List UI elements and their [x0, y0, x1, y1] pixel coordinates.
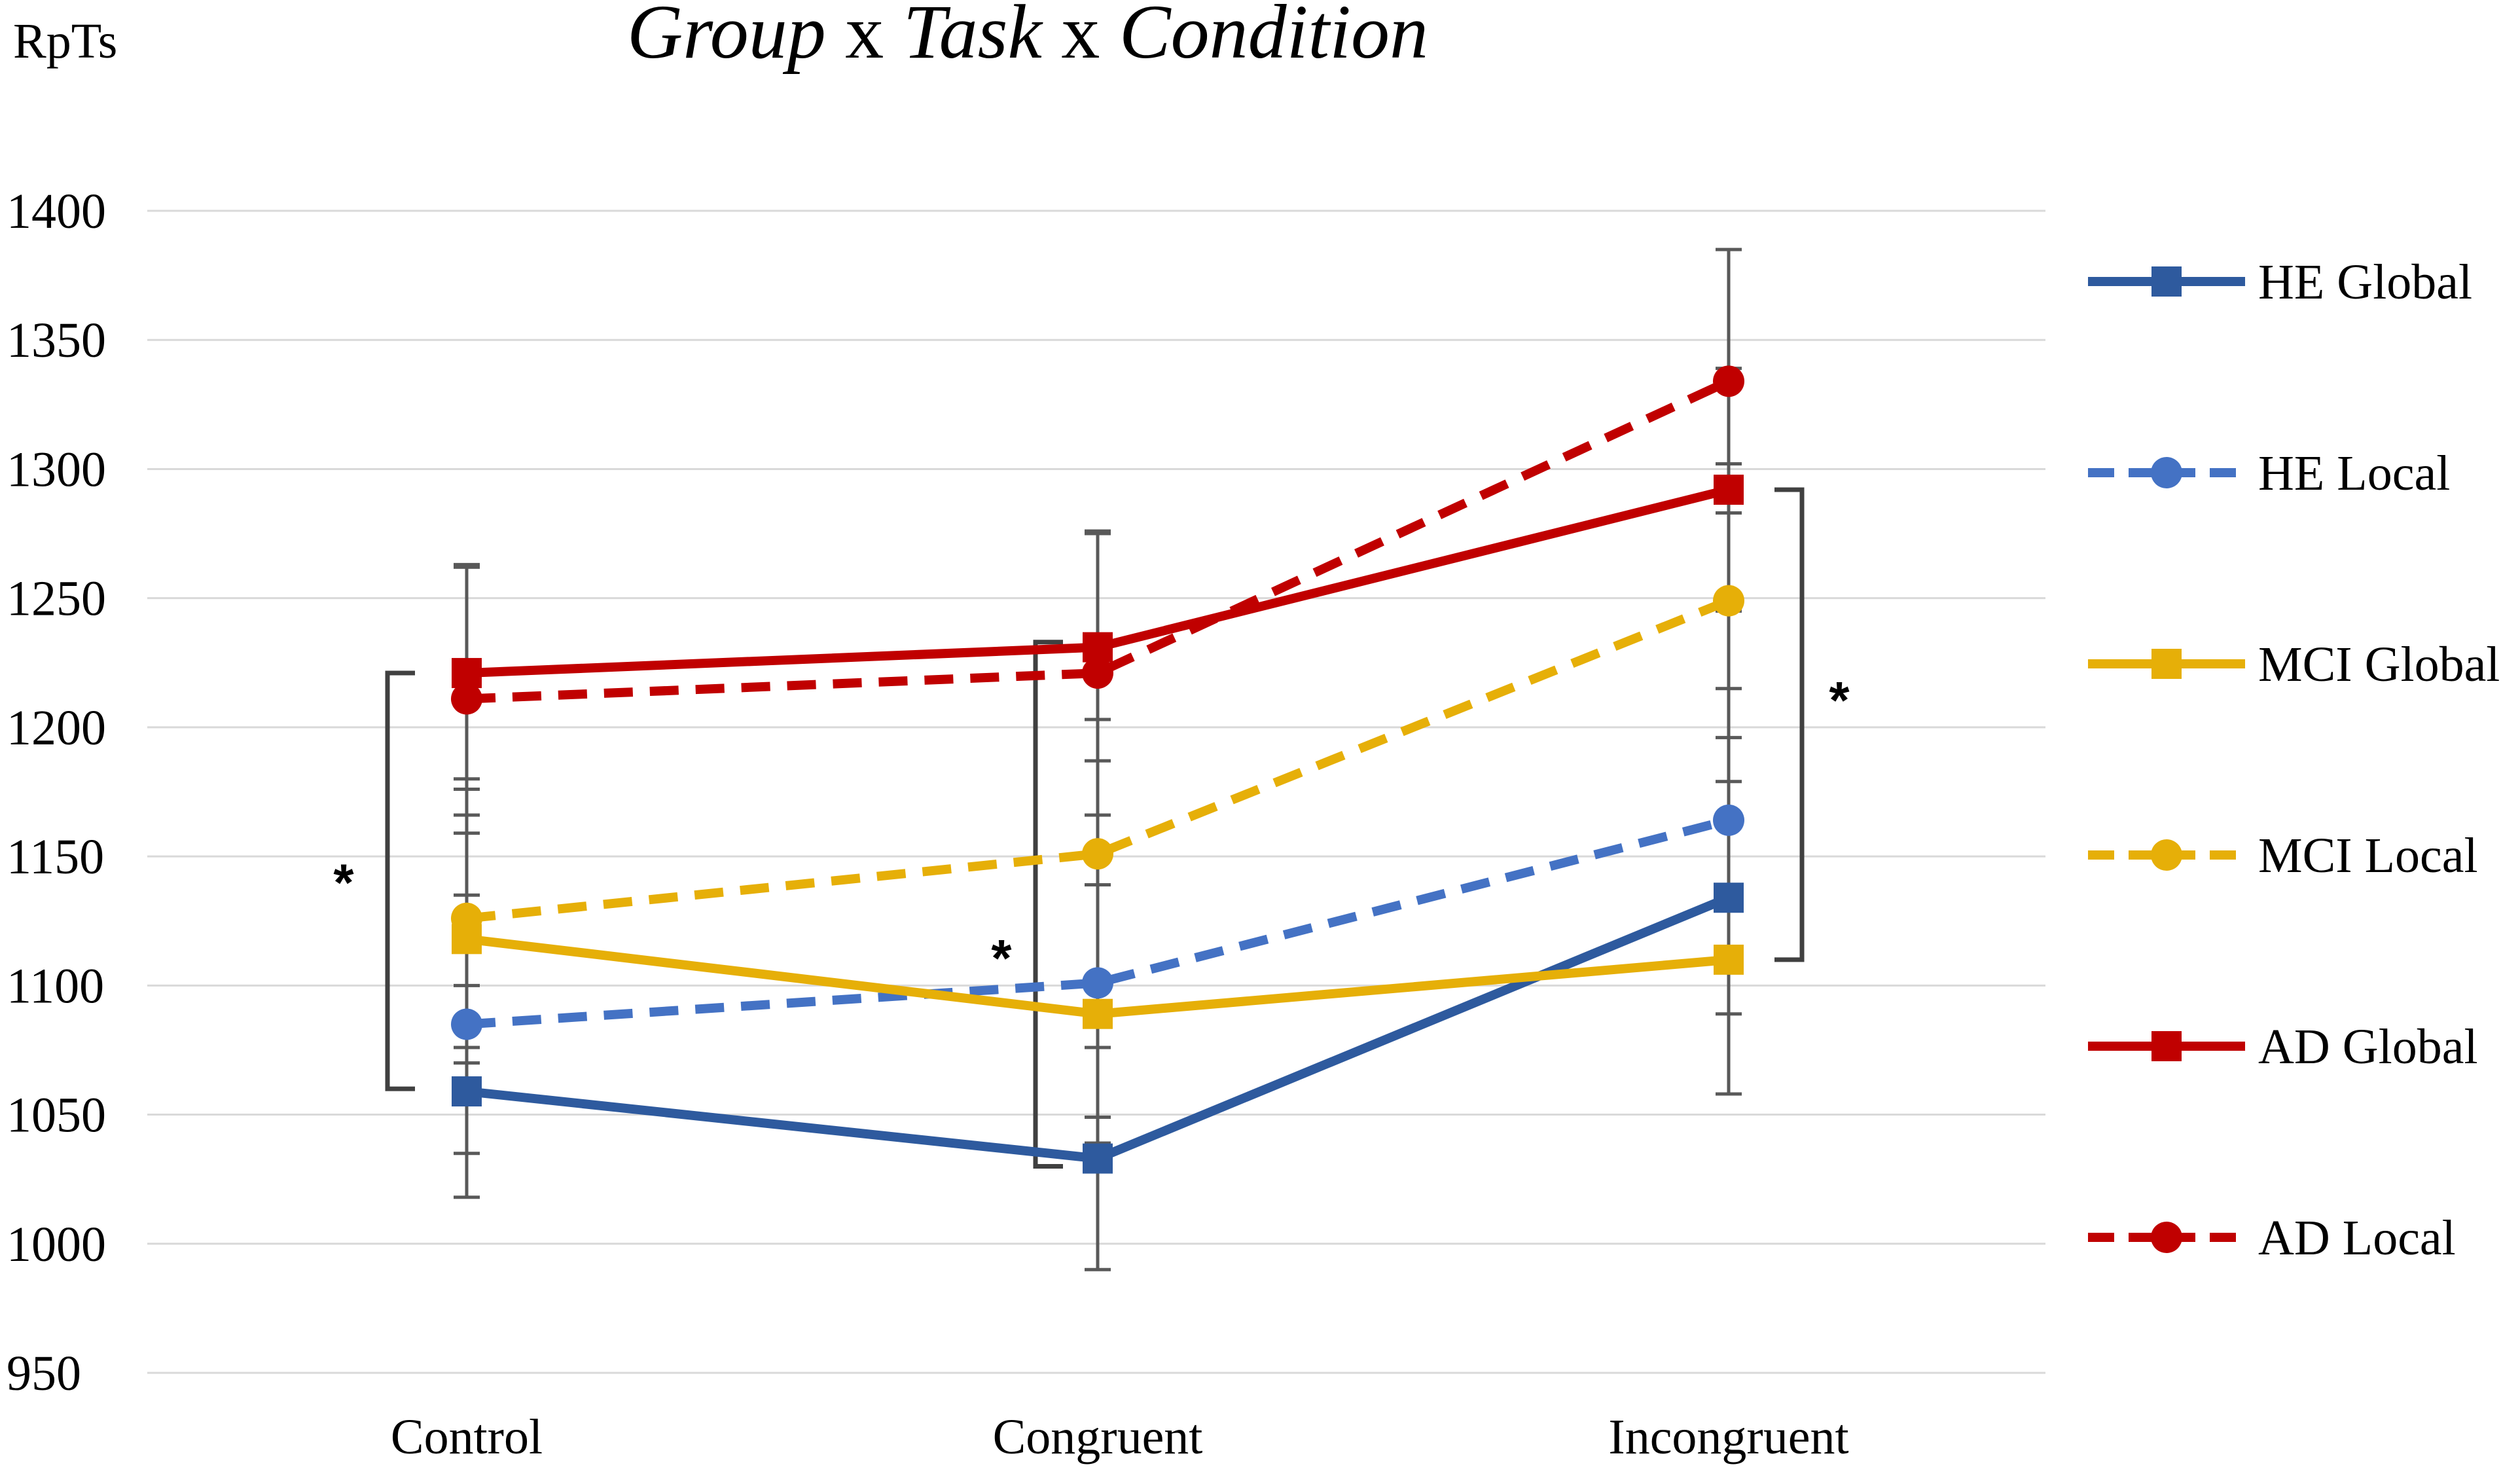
point-mci-local-control: [451, 902, 482, 934]
point-he-global-control: [452, 1076, 482, 1107]
legend-item-ad-local: AD Local: [2088, 1211, 2456, 1266]
title-part-4: Condition: [1119, 0, 1428, 75]
legend-item-he-global: HE Global: [2088, 255, 2472, 310]
legend-label: HE Local: [2258, 446, 2450, 501]
legend-item-mci-global: MCI Global: [2088, 637, 2500, 692]
legend-swatch-marker: [2151, 457, 2182, 488]
y-tick-1000: 1000: [7, 1217, 106, 1272]
point-mci-local-congruent: [1082, 838, 1113, 870]
significance-star-control: *: [333, 854, 354, 912]
legend-label: MCI Local: [2258, 828, 2478, 883]
title-part-0: Group: [627, 0, 826, 75]
legend-swatch-marker: [2151, 266, 2182, 297]
legend-label: HE Global: [2258, 255, 2472, 310]
point-ad-local-control: [451, 683, 482, 715]
point-ad-local-congruent: [1082, 657, 1113, 689]
legend: HE Global HE Local MCI Global MCI Local AD G…: [2088, 255, 2500, 1266]
y-tick-1300: 1300: [7, 442, 106, 497]
error-bars: [454, 247, 1742, 1271]
y-tick-1200: 1200: [7, 701, 106, 756]
series-mci-global: [452, 924, 1744, 1029]
legend-item-he-local: HE Local: [2088, 446, 2450, 501]
point-mci-local-incongruent: [1713, 585, 1744, 617]
series-mci-local: [451, 585, 1744, 934]
legend-swatch-marker: [2151, 649, 2182, 679]
y-tick-labels: 950 1000 1050 1100 1150 1200 1250 1300 1350 1400: [7, 184, 106, 1401]
series-he-global: [452, 883, 1744, 1174]
legend-item-ad-global: AD Global: [2088, 1019, 2478, 1074]
y-tick-1100: 1100: [7, 958, 104, 1013]
bracket-control: [385, 670, 415, 1091]
series-he-local: [451, 804, 1744, 1040]
y-tick-1250: 1250: [7, 572, 106, 627]
y-tick-1050: 1050: [7, 1088, 106, 1143]
point-he-global-congruent: [1083, 1143, 1113, 1174]
point-ad-global-control: [452, 658, 482, 689]
x-tick-labels: Control Congruent Incongruent: [391, 1410, 1849, 1465]
x-tick-congruent: Congruent: [993, 1410, 1203, 1465]
bracket-incongruent: [1774, 487, 1805, 962]
series-line-ad-local: [466, 376, 1731, 704]
point-mci-global-congruent: [1083, 998, 1113, 1029]
x-tick-control: Control: [391, 1410, 543, 1465]
chart-title: Group x Task x Condition: [627, 0, 1428, 75]
legend-swatch-marker: [2151, 1031, 2182, 1061]
point-ad-local-incongruent: [1713, 365, 1744, 397]
point-ad-global-incongruent: [1714, 475, 1744, 505]
data-series: [451, 365, 1744, 1174]
point-mci-global-incongruent: [1714, 944, 1744, 975]
series-ad-local: [451, 365, 1744, 715]
legend-item-mci-local: MCI Local: [2088, 828, 2478, 883]
point-he-local-congruent: [1082, 967, 1113, 999]
legend-swatch-marker: [2151, 1222, 2182, 1253]
point-ad-global-congruent: [1083, 632, 1113, 663]
series-line-mci-local: [466, 596, 1731, 923]
title-part-1: x: [826, 0, 903, 75]
legend-label: AD Global: [2258, 1019, 2478, 1074]
y-tick-1350: 1350: [7, 313, 106, 368]
series-line-he-local: [466, 816, 1730, 1029]
y-axis-label: RpTs: [13, 14, 117, 69]
x-tick-incongruent: Incongruent: [1608, 1410, 1848, 1465]
significance-star-congruent: *: [991, 929, 1012, 987]
legend-swatch-marker: [2151, 839, 2182, 871]
significance-star-incongruent: *: [1829, 671, 1850, 729]
title-part-3: x: [1042, 0, 1119, 75]
legend-label: AD Local: [2258, 1211, 2456, 1266]
y-tick-950: 950: [7, 1346, 81, 1401]
title-part-2: Task: [903, 0, 1044, 75]
series-ad-global: [452, 475, 1744, 689]
point-he-global-incongruent: [1714, 883, 1744, 913]
y-tick-1150: 1150: [7, 829, 104, 884]
point-he-local-control: [451, 1008, 482, 1040]
y-tick-1400: 1400: [7, 184, 106, 239]
bracket-congruent: [1033, 640, 1063, 1169]
legend-label: MCI Global: [2258, 637, 2500, 692]
significance-brackets: * * *: [333, 487, 1850, 1169]
point-he-local-incongruent: [1713, 804, 1744, 836]
